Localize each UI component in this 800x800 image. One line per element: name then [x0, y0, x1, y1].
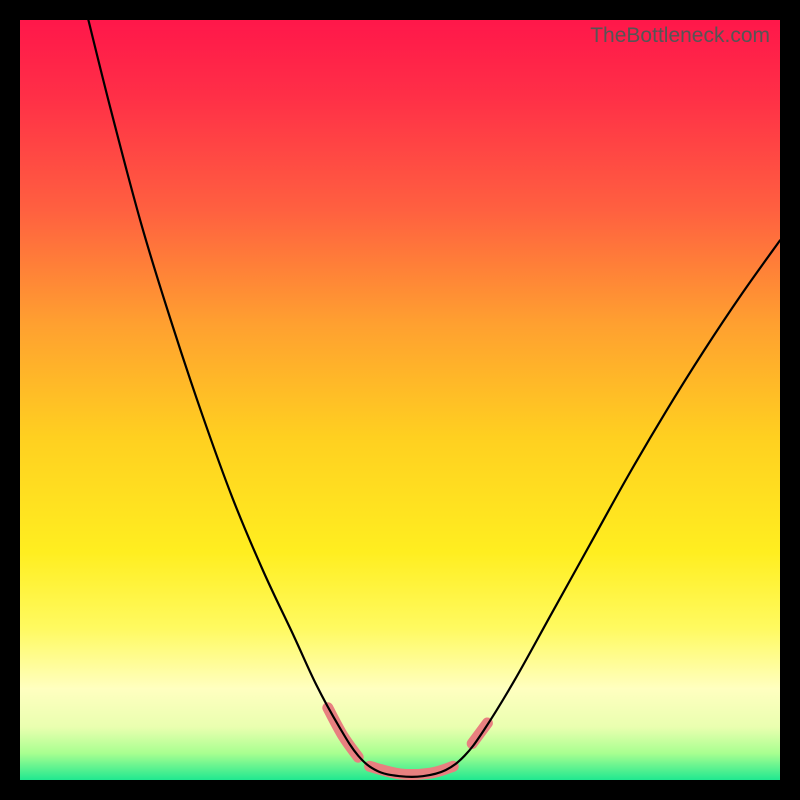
plot-area: TheBottleneck.com — [20, 20, 780, 780]
gradient-background — [20, 20, 780, 780]
chart-container: TheBottleneck.com — [0, 0, 800, 800]
bottleneck-curve-chart — [20, 20, 780, 780]
watermark-text: TheBottleneck.com — [590, 24, 770, 48]
